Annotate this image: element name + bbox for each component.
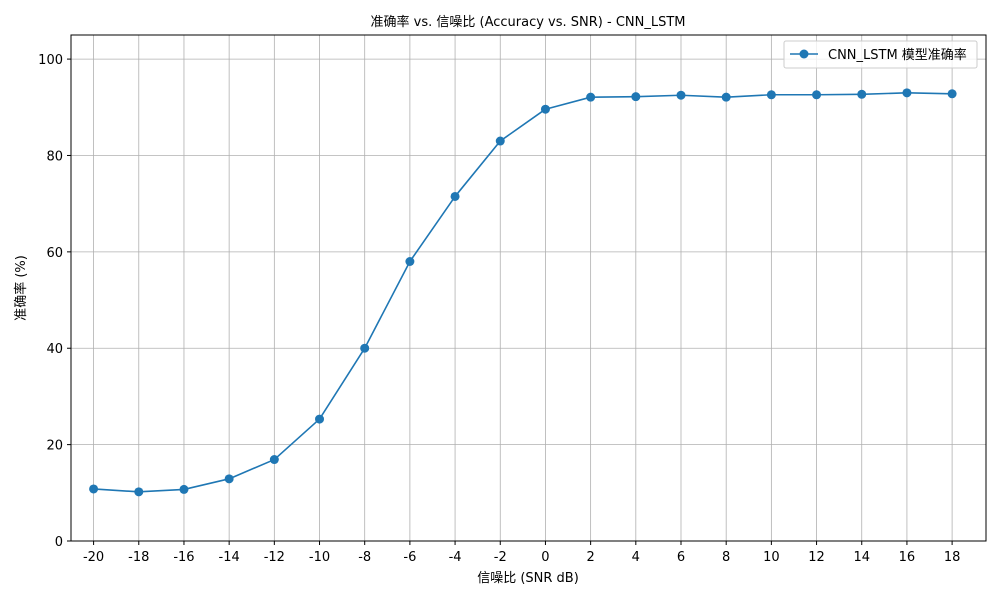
x-tick-label: -20: [83, 550, 104, 565]
x-tick-label: 2: [586, 550, 594, 565]
x-tick-label: 10: [763, 550, 780, 565]
x-tick-label: 0: [541, 550, 549, 565]
data-point: [360, 343, 370, 353]
data-point: [721, 92, 731, 102]
data-point: [179, 484, 189, 494]
x-tick-label: 4: [632, 550, 640, 565]
x-axis-ticks: -20 -18 -16 -14 -12 -10 -8 -6 -4 -2 0 2 4 6 8 10 12 14 16 1…: [83, 541, 960, 565]
y-axis-title: 准确率 (%): [13, 255, 29, 321]
legend-marker-swatch: [799, 49, 809, 59]
data-point: [224, 474, 234, 484]
data-point: [495, 136, 505, 146]
data-point: [812, 90, 822, 100]
legend-frame: [783, 40, 978, 69]
x-tick-label: -18: [128, 550, 149, 565]
x-tick-label: -12: [264, 550, 285, 565]
legend: CNN_LSTM 模型准确率: [783, 40, 978, 69]
data-point: [315, 414, 325, 424]
data-point: [947, 89, 957, 99]
chart-title: 准确率 vs. 信噪比 (Accuracy vs. SNR) - CNN_LST…: [371, 14, 686, 30]
x-tick-label: 18: [944, 550, 961, 565]
x-tick-label: -6: [403, 550, 416, 565]
data-point: [902, 88, 912, 98]
y-tick-label: 80: [46, 149, 63, 164]
data-point: [631, 92, 641, 102]
y-tick-label: 60: [46, 246, 63, 261]
data-point: [405, 256, 415, 266]
y-axis-ticks: 0 20 40 60 80 100: [38, 53, 71, 550]
data-point: [857, 89, 867, 99]
x-tick-label: 6: [677, 550, 685, 565]
x-tick-label: -16: [173, 550, 194, 565]
x-tick-label: 8: [722, 550, 730, 565]
x-tick-label: -2: [494, 550, 507, 565]
x-tick-label: -10: [309, 550, 330, 565]
plot-area-frame: [70, 34, 987, 542]
data-point: [540, 104, 550, 114]
data-point: [269, 455, 279, 465]
series-layer: [89, 88, 957, 497]
x-tick-label: 14: [853, 550, 870, 565]
data-point: [676, 90, 686, 100]
series-line: [93, 92, 953, 493]
x-tick-label: -8: [358, 550, 371, 565]
x-tick-label: -4: [449, 550, 462, 565]
data-point: [766, 90, 776, 100]
y-tick-label: 20: [46, 439, 63, 454]
y-tick-label: 0: [55, 535, 63, 550]
x-tick-label: 16: [899, 550, 916, 565]
legend-label: CNN_LSTM 模型准确率: [828, 47, 967, 63]
y-tick-label: 100: [38, 53, 63, 68]
y-tick-label: 40: [46, 342, 63, 357]
data-point: [134, 487, 144, 497]
data-point: [450, 191, 460, 201]
x-axis-title: 信噪比 (SNR dB): [477, 571, 579, 586]
data-point: [89, 484, 99, 494]
data-point: [586, 92, 596, 102]
x-tick-label: -14: [219, 550, 240, 565]
x-tick-label: 12: [808, 550, 825, 565]
